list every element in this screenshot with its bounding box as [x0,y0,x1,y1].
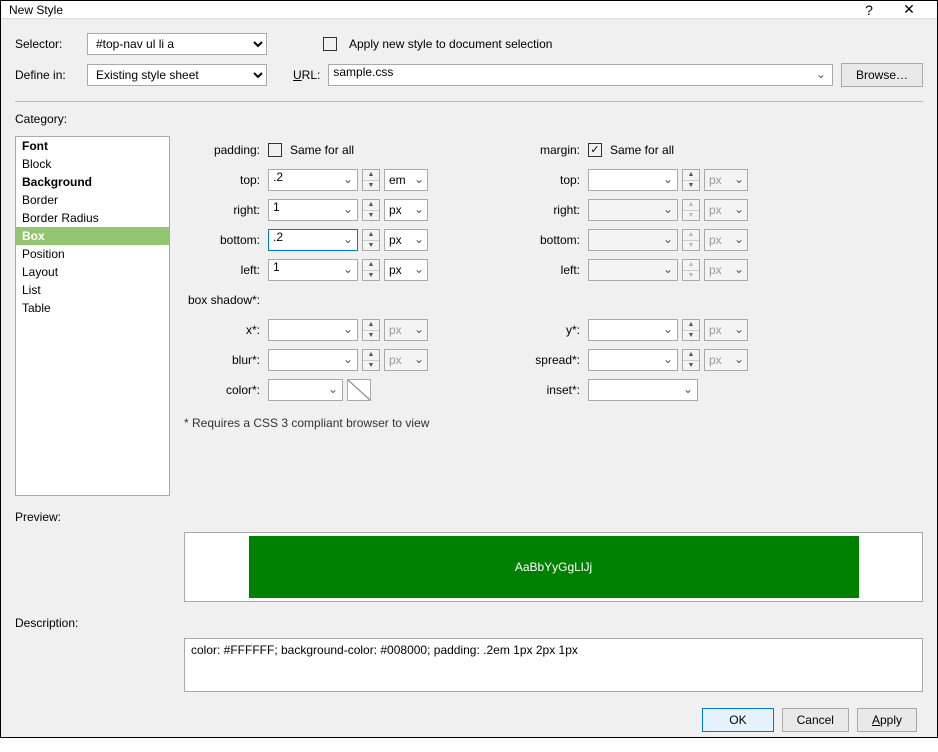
category-list[interactable]: FontBlockBackgroundBorderBorder RadiusBo… [15,136,170,496]
margin-top-value[interactable] [588,169,678,191]
shadow-y-spinner[interactable]: ▲▼ [682,319,700,341]
padding-right-unit[interactable]: px [384,199,428,221]
preview-swatch: AaBbYyGgLlJj [249,536,859,598]
shadow-spread-value[interactable] [588,349,678,371]
apply-to-selection-label: Apply new style to document selection [349,37,552,51]
padding-bottom-value[interactable]: .2 [268,229,358,251]
shadow-x-spinner[interactable]: ▲▼ [362,319,380,341]
category-item-layout[interactable]: Layout [16,263,169,281]
padding-same-label: Same for all [290,143,354,157]
css3-note: * Requires a CSS 3 compliant browser to … [184,416,923,430]
new-style-dialog: New Style ? ✕ Selector: #top-nav ul li a… [0,0,938,738]
padding-bottom-unit[interactable]: px [384,229,428,251]
shadow-spread-unit[interactable]: px [704,349,748,371]
padding-right-spinner[interactable]: ▲▼ [362,199,380,221]
help-button[interactable]: ? [849,2,889,18]
padding-top-unit[interactable]: em [384,169,428,191]
margin-left-unit: px [704,259,748,281]
category-item-table[interactable]: Table [16,299,169,317]
apply-button[interactable]: Apply [857,708,917,732]
margin-top-unit[interactable]: px [704,169,748,191]
shadow-y-unit[interactable]: px [704,319,748,341]
margin-bottom-spinner: ▲▼ [682,229,700,251]
shadow-color-label: color*: [184,383,264,397]
preview-box: AaBbYyGgLlJj [184,532,923,602]
browse-button[interactable]: Browse… [841,63,923,87]
close-button[interactable]: ✕ [889,1,929,18]
padding-right-label: right: [184,203,264,217]
category-item-box[interactable]: Box [16,227,169,245]
shadow-spread-spinner[interactable]: ▲▼ [682,349,700,371]
padding-same-checkbox[interactable] [268,143,282,157]
window-title: New Style [9,3,849,17]
shadow-y-label: y*: [504,323,584,337]
dialog-content: Selector: #top-nav ul li a Apply new sty… [1,19,937,752]
shadow-blur-value[interactable] [268,349,358,371]
margin-top-label: top: [504,173,584,187]
shadow-y-value[interactable] [588,319,678,341]
padding-label: padding: [184,143,264,157]
margin-label: margin: [504,143,584,157]
category-item-list[interactable]: List [16,281,169,299]
padding-left-spinner[interactable]: ▲▼ [362,259,380,281]
margin-same-label: Same for all [610,143,674,157]
margin-left-spinner: ▲▼ [682,259,700,281]
padding-bottom-spinner[interactable]: ▲▼ [362,229,380,251]
shadow-blur-spinner[interactable]: ▲▼ [362,349,380,371]
shadow-blur-unit[interactable]: px [384,349,428,371]
shadow-inset-label: inset*: [504,383,584,397]
margin-bottom-label: bottom: [504,233,584,247]
category-item-background[interactable]: Background [16,173,169,191]
shadow-inset-value[interactable] [588,379,698,401]
box-shadow-label: box shadow*: [184,293,264,307]
ok-button[interactable]: OK [702,708,773,732]
box-properties: padding: Same for all margin: ✓ Same for… [184,136,923,496]
shadow-color-value[interactable] [268,379,343,401]
padding-bottom-label: bottom: [184,233,264,247]
category-item-border[interactable]: Border [16,191,169,209]
category-item-position[interactable]: Position [16,245,169,263]
shadow-blur-label: blur*: [184,353,264,367]
padding-top-label: top: [184,173,264,187]
category-item-block[interactable]: Block [16,155,169,173]
padding-right-value[interactable]: 1 [268,199,358,221]
margin-left-label: left: [504,263,584,277]
category-item-font[interactable]: Font [16,137,169,155]
shadow-x-label: x*: [184,323,264,337]
margin-bottom-value [588,229,678,251]
shadow-x-unit[interactable]: px [384,319,428,341]
padding-top-spinner[interactable]: ▲▼ [362,169,380,191]
description-box: color: #FFFFFF; background-color: #00800… [184,638,923,692]
padding-left-unit[interactable]: px [384,259,428,281]
titlebar: New Style ? ✕ [1,1,937,19]
url-label: URL: [293,68,320,82]
margin-right-spinner: ▲▼ [682,199,700,221]
margin-right-unit: px [704,199,748,221]
shadow-spread-label: spread*: [504,353,584,367]
shadow-x-value[interactable] [268,319,358,341]
margin-bottom-unit: px [704,229,748,251]
cancel-button[interactable]: Cancel [782,708,849,732]
define-in-combo[interactable]: Existing style sheet [87,64,267,86]
shadow-color-swatch[interactable] [347,379,371,401]
padding-top-value[interactable]: .2 [268,169,358,191]
selector-combo[interactable]: #top-nav ul li a [87,33,267,55]
padding-left-label: left: [184,263,264,277]
margin-same-checkbox[interactable]: ✓ [588,143,602,157]
apply-to-selection-checkbox[interactable] [323,37,337,51]
url-combo[interactable]: sample.css [328,64,833,86]
margin-right-label: right: [504,203,584,217]
define-in-label: Define in: [15,68,79,82]
description-label: Description: [15,616,923,630]
category-item-border-radius[interactable]: Border Radius [16,209,169,227]
category-label: Category: [15,112,923,126]
preview-label: Preview: [15,510,923,524]
margin-left-value [588,259,678,281]
margin-top-spinner[interactable]: ▲▼ [682,169,700,191]
selector-label: Selector: [15,37,79,51]
margin-right-value [588,199,678,221]
padding-left-value[interactable]: 1 [268,259,358,281]
